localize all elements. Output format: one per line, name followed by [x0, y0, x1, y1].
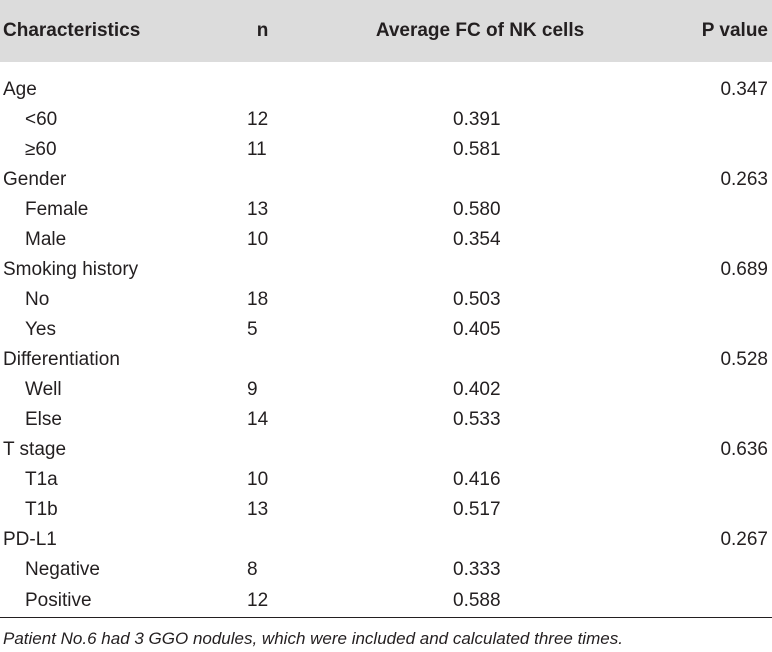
row-fc: 0.402	[453, 379, 501, 400]
category-p-value: 0.267	[720, 529, 768, 550]
category-p-value: 0.347	[720, 79, 768, 100]
category-row: PD-L1 0.267	[0, 525, 772, 555]
characteristics-table: Characteristics n Average FC of NK cells…	[0, 0, 772, 618]
row-fc: 0.405	[453, 319, 501, 340]
row-n: 14	[247, 409, 269, 430]
row-fc: 0.333	[453, 559, 501, 580]
row-fc: 0.588	[315, 585, 645, 618]
row-label: Well	[25, 379, 62, 400]
table-footnote: Patient No.6 had 3 GGO nodules, which we…	[3, 628, 623, 648]
row-n: 13	[247, 499, 269, 520]
row-label: <60	[25, 109, 58, 130]
row-fc: 0.581	[453, 139, 501, 160]
row-n: 5	[247, 319, 258, 340]
table-row: Female 13 0.580	[0, 195, 772, 225]
row-n: 10	[247, 229, 269, 250]
row-label: Female	[25, 199, 89, 220]
category-row: Smoking history 0.689	[0, 255, 772, 285]
row-label: ≥60	[25, 139, 57, 160]
row-fc: 0.503	[453, 289, 501, 310]
header-n: n	[256, 20, 269, 41]
category-label: Differentiation	[3, 349, 120, 370]
header-characteristics: Characteristics	[3, 20, 141, 41]
row-label: Else	[25, 409, 62, 430]
row-n: 12	[210, 585, 315, 618]
table-body: Age 0.347 <60 12 0.391 ≥60 11 0.581 Gend…	[0, 62, 772, 618]
category-p-value: 0.263	[720, 169, 768, 190]
category-p-value: 0.636	[720, 439, 768, 460]
category-row: Age 0.347	[0, 75, 772, 105]
table-row: T1b 13 0.517	[0, 495, 772, 525]
row-n: 10	[247, 469, 269, 490]
category-label: T stage	[3, 439, 67, 460]
header-spacer	[0, 62, 772, 75]
row-label: Positive	[0, 585, 210, 618]
category-label: Smoking history	[3, 259, 139, 280]
table-row: ≥60 11 0.581	[0, 135, 772, 165]
table-row: Male 10 0.354	[0, 225, 772, 255]
category-row: T stage 0.636	[0, 435, 772, 465]
category-label: Gender	[3, 169, 67, 190]
category-label: PD-L1	[3, 529, 57, 550]
header-average-fc: Average FC of NK cells	[375, 20, 585, 41]
header-p-value: P value	[701, 20, 768, 41]
row-n: 13	[247, 199, 269, 220]
table-row: Yes 5 0.405	[0, 315, 772, 345]
row-fc: 0.580	[453, 199, 501, 220]
row-fc: 0.517	[453, 499, 501, 520]
row-label: Yes	[25, 319, 56, 340]
table-row: Negative 8 0.333	[0, 555, 772, 585]
table-row: <60 12 0.391	[0, 105, 772, 135]
row-n: 18	[247, 289, 269, 310]
category-label: Age	[3, 79, 37, 100]
row-n: 9	[247, 379, 258, 400]
category-p-value: 0.689	[720, 259, 768, 280]
row-fc: 0.391	[453, 109, 501, 130]
table-row: No 18 0.503	[0, 285, 772, 315]
table-row: Well 9 0.402	[0, 375, 772, 405]
row-label: T1a	[25, 469, 58, 490]
row-label: Negative	[25, 559, 100, 580]
row-label: No	[25, 289, 50, 310]
row-n: 11	[247, 139, 267, 160]
row-fc: 0.533	[453, 409, 501, 430]
category-row: Differentiation 0.528	[0, 345, 772, 375]
row-fc: 0.354	[453, 229, 501, 250]
row-n: 12	[247, 109, 269, 130]
row-n: 8	[247, 559, 258, 580]
category-row: Gender 0.263	[0, 165, 772, 195]
row-label: T1b	[25, 499, 58, 520]
category-p-value: 0.528	[720, 349, 768, 370]
table-row: Positive 12 0.588	[0, 585, 772, 618]
header-row: Characteristics n Average FC of NK cells…	[0, 0, 772, 62]
table-header: Characteristics n Average FC of NK cells…	[0, 0, 772, 62]
table-row: Else 14 0.533	[0, 405, 772, 435]
row-fc: 0.416	[453, 469, 501, 490]
row-label: Male	[25, 229, 67, 250]
table-row: T1a 10 0.416	[0, 465, 772, 495]
